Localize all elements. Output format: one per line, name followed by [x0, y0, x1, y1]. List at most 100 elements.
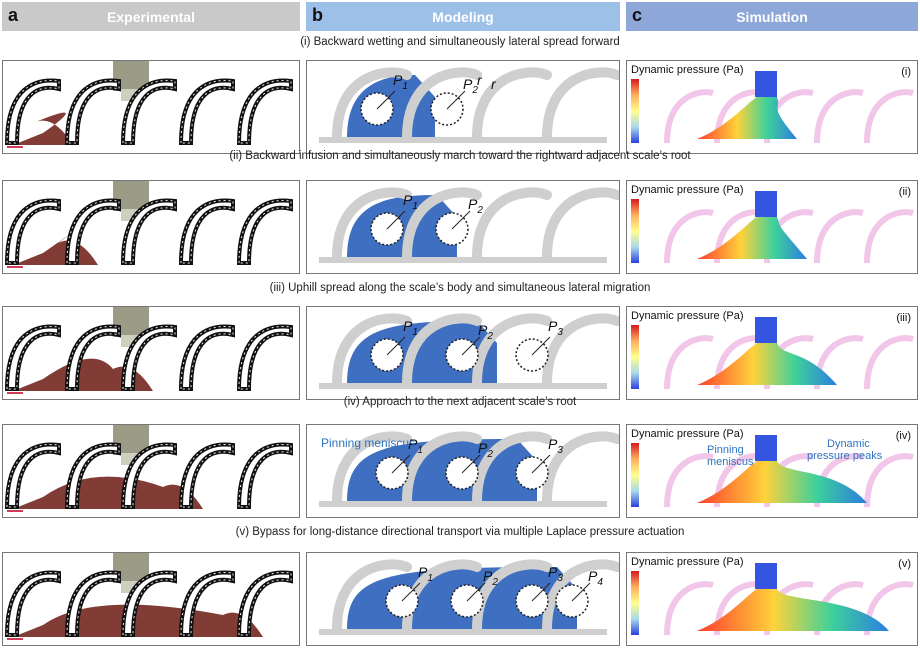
- row-numeral: (iii): [896, 312, 911, 324]
- column-title-simulation: Simulation: [736, 8, 808, 25]
- sim-note: Dynamic: [827, 438, 870, 450]
- colorbar: [631, 571, 639, 635]
- scale-model: [332, 431, 412, 506]
- scale-model: [332, 67, 412, 142]
- scale: [236, 198, 293, 265]
- sim-scale: [814, 89, 864, 144]
- sim-scale: [864, 89, 914, 144]
- scale-model: [332, 313, 412, 388]
- colorbar: [631, 325, 639, 389]
- scale: [178, 442, 235, 509]
- scale-model: [542, 187, 619, 262]
- sim-title: Dynamic pressure (Pa): [631, 428, 743, 440]
- row-caption: (iv) Approach to the next adjacent scale…: [343, 396, 577, 408]
- substrate: [319, 501, 607, 507]
- colorbar: [631, 79, 639, 143]
- sim-scale: [664, 335, 714, 390]
- flow-field: [697, 217, 807, 259]
- sim-title: Dynamic pressure (Pa): [631, 310, 743, 322]
- scale-model: [402, 431, 482, 506]
- scale: [178, 78, 235, 145]
- pressure-label: P3: [548, 318, 563, 338]
- column-header-a: a Experimental: [2, 2, 300, 31]
- scale: [236, 324, 293, 391]
- panel-letter-a: a: [8, 5, 19, 25]
- scale-model: [402, 67, 482, 142]
- colorbar: [631, 443, 639, 507]
- sim-scale: [864, 209, 914, 264]
- scale-model: [542, 559, 619, 634]
- sim-note: pressure peaks: [807, 450, 883, 462]
- pressure-label: r: [477, 72, 483, 88]
- experimental-image: [2, 60, 300, 154]
- scale: [236, 442, 293, 509]
- flow-field: [697, 461, 867, 503]
- scale-model: [472, 313, 552, 388]
- row-numeral: (ii): [899, 186, 911, 198]
- scale: [178, 324, 235, 391]
- scale: [236, 78, 293, 145]
- pinning-meniscus-note: Pinning meniscus: [321, 436, 415, 450]
- row-caption: (ii) Backward infusion and simultaneousl…: [229, 150, 691, 162]
- experimental-image: [2, 552, 300, 646]
- sim-nozzle: [755, 191, 777, 217]
- pressure-label: P2: [468, 196, 483, 216]
- scale-model: [402, 313, 482, 388]
- sim-nozzle: [755, 563, 777, 589]
- sim-scale: [814, 209, 864, 264]
- substrate: [319, 137, 607, 143]
- column-title-experimental: Experimental: [107, 8, 195, 25]
- liquid-droplet: [13, 604, 263, 637]
- scale: [64, 198, 121, 265]
- sim-nozzle: [755, 317, 777, 343]
- flow-field: [697, 97, 797, 139]
- pressure-label: r: [491, 76, 497, 92]
- experimental-image: [2, 424, 300, 518]
- sim-title: Dynamic pressure (Pa): [631, 184, 743, 196]
- liquid-droplet: [13, 358, 153, 391]
- sim-note: Pinning: [707, 444, 744, 456]
- sim-scale: [664, 209, 714, 264]
- column-header-c: c Simulation: [626, 2, 918, 31]
- row-numeral: (v): [898, 558, 911, 570]
- sim-scale: [664, 581, 714, 636]
- scale-model: [542, 67, 619, 142]
- scale: [64, 78, 121, 145]
- scale-model: [402, 187, 482, 262]
- experimental-image: [2, 306, 300, 400]
- row-caption: (v) Bypass for long-distance directional…: [235, 526, 685, 538]
- scale-model: [542, 431, 619, 506]
- simulation-image: Dynamic pressure (Pa) (iii): [626, 306, 918, 400]
- pressure-label: P3: [548, 436, 563, 456]
- panel-letter-c: c: [632, 5, 643, 25]
- sim-note: meniscus: [707, 456, 754, 468]
- scale-model: [472, 187, 552, 262]
- row-caption: (i) Backward wetting and simultaneously …: [300, 36, 620, 48]
- sim-scale: [664, 453, 714, 508]
- modeling-diagram: P1 P2 P3 Pinning meniscus: [306, 424, 620, 518]
- column-title-modeling: Modeling: [432, 8, 494, 25]
- simulation-image: Dynamic pressure (Pa) (v): [626, 552, 918, 646]
- row-caption: (iii) Uphill spread along the scale’s bo…: [269, 282, 651, 294]
- colorbar: [631, 199, 639, 263]
- sim-title: Dynamic pressure (Pa): [631, 64, 743, 76]
- scale-model: [472, 431, 552, 506]
- simulation-image: Dynamic pressure (Pa) (ii): [626, 180, 918, 274]
- sim-nozzle: [755, 71, 777, 97]
- sim-scale: [664, 89, 714, 144]
- modeling-diagram: P1 P2 r r: [306, 60, 620, 154]
- modeling-diagram: P1 P2: [306, 180, 620, 274]
- pressure-label: P4: [588, 568, 603, 588]
- simulation-image: Dynamic pressure (Pa) (i): [626, 60, 918, 154]
- flow-field: [697, 589, 889, 631]
- sim-scale: [864, 453, 914, 508]
- scale-model: [332, 187, 412, 262]
- substrate: [319, 383, 607, 389]
- sim-title: Dynamic pressure (Pa): [631, 556, 743, 568]
- substrate: [319, 257, 607, 263]
- simulation-image: Dynamic pressure (Pa) (iv) Pinning meniscus…: [626, 424, 918, 518]
- scale-model: [542, 313, 619, 388]
- scale: [178, 198, 235, 265]
- scale-model: [332, 559, 412, 634]
- experimental-image: [2, 180, 300, 274]
